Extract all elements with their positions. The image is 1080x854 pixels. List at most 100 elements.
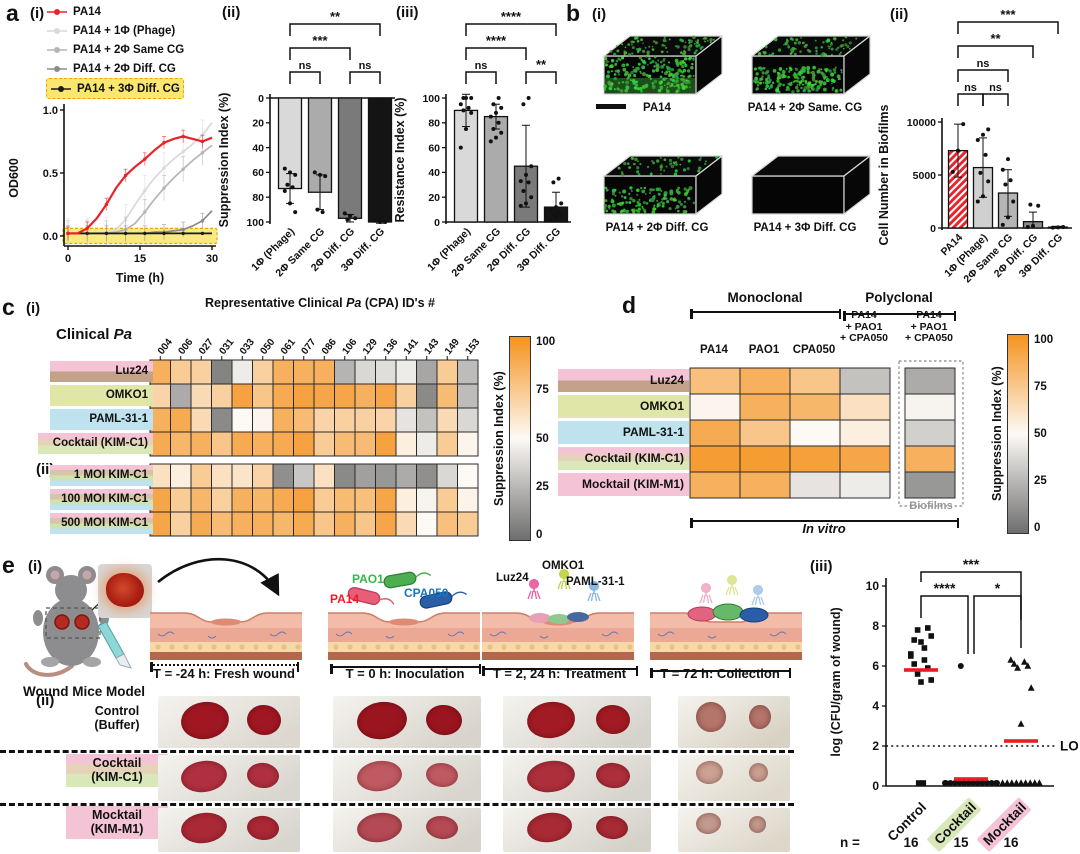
wound-cfu-scatter-chart: 0246810LODControl16Cocktail15Mocktail16*… <box>826 556 1078 854</box>
svg-text:0.0: 0.0 <box>43 231 58 243</box>
colorbar-tick: 25 <box>1034 475 1047 487</box>
row-label-line2: (KIM-M1) <box>90 822 144 837</box>
wound-photo-r2c2 <box>333 755 481 801</box>
colorbar-tick: 0 <box>1034 522 1041 534</box>
clinical-heatmap-canvas: 004 006 027 031 033 050 061 077 086 106 129 136 141 1… <box>60 312 500 542</box>
legend-marker-glyph <box>47 8 67 15</box>
legend-label: PA14 + 2Φ Same CG <box>73 43 185 56</box>
svg-text:Time (h): Time (h) <box>116 271 164 285</box>
biofilm-label: PA14 + 3Φ Diff. CG <box>753 222 857 234</box>
colorbar-tick: 50 <box>1034 428 1047 440</box>
bacteria-label-pa14: PA14 <box>330 592 360 606</box>
phage-label-paml311: PAML-31-1 <box>566 576 625 588</box>
panel-e-iii-label: (iii) <box>810 558 833 575</box>
treatment-row-label-cocktail: Cocktail (KIM-C1) <box>66 754 168 787</box>
svg-text:80: 80 <box>252 192 264 204</box>
polyclonal-header: Polyclonal <box>865 290 933 305</box>
legend-marker-icon <box>50 84 72 94</box>
svg-text:5000: 5000 <box>913 170 937 182</box>
clinical-pa-label: Clinical Pa <box>40 326 148 343</box>
svg-text:**: ** <box>990 31 1001 46</box>
svg-text:log (CFU/gram of wound): log (CFU/gram of wound) <box>829 607 843 756</box>
legend-item: PA14 <box>46 2 184 21</box>
wound-photo-r1c2 <box>333 696 481 748</box>
svg-text:LOD: LOD <box>1060 739 1078 754</box>
svg-text:16: 16 <box>1003 835 1019 850</box>
svg-text:****: **** <box>934 580 956 596</box>
svg-text:149: 149 <box>443 337 462 357</box>
wound-mark <box>178 699 232 743</box>
svg-text:40: 40 <box>252 142 264 154</box>
svg-text:ns: ns <box>964 82 977 94</box>
svg-text:10: 10 <box>866 579 880 593</box>
legend-marker-glyph <box>47 27 67 34</box>
svg-text:ns: ns <box>359 60 372 72</box>
wound-cfu-plot: 0246810LODControl16Cocktail15Mocktail16*… <box>829 556 1078 852</box>
col-header-cpa050: CPA050 <box>792 344 836 356</box>
wound-mark <box>424 703 464 738</box>
skin-illustration-inoculation <box>328 556 480 661</box>
timeline-segment-2 <box>330 663 481 674</box>
svg-text:050: 050 <box>258 337 277 357</box>
wound-blob <box>106 573 144 607</box>
heatmap-title-italic: Pa <box>346 296 362 310</box>
wound-mark <box>694 758 725 786</box>
biofilm-cells-chart: 0 5000 10000 PA14 1Φ (Phage) 2Φ Same CG 2Φ Dif… <box>876 10 1076 294</box>
legend-item-highlighted: PA14 + 3Φ Diff. CG <box>46 78 185 99</box>
legend-label: PA14 + 3Φ Diff. CG <box>77 82 180 95</box>
wound-photo-r1c1 <box>158 696 300 748</box>
growth-legend: PA14 PA14 + 1Φ (Phage) PA14 + 2Φ Same CG… <box>46 2 185 99</box>
legend-label: PA14 + 2Φ Diff. CG <box>73 62 176 75</box>
svg-text:Resistance Index (%): Resistance Index (%) <box>393 97 407 222</box>
panel-e-ii-label: (ii) <box>36 692 55 709</box>
biofilm-image-2phi-same <box>734 20 876 100</box>
host-range-heatmap <box>689 360 964 507</box>
timeline-segment-3 <box>482 665 638 676</box>
svg-text:100: 100 <box>422 93 440 105</box>
svg-text:**: ** <box>330 10 341 24</box>
svg-text:1.0: 1.0 <box>43 105 58 117</box>
phage-label-luz24: Luz24 <box>496 572 529 584</box>
legend-marker-glyph <box>51 85 71 92</box>
skin-section <box>150 612 302 660</box>
panel-d-letter: d <box>622 292 637 318</box>
colorbar-ticks: 100 75 50 25 0 <box>531 336 555 541</box>
skin-section <box>650 575 802 660</box>
colorbar-ticks: 100 75 50 25 0 <box>1029 334 1053 534</box>
panel-a-iii-label: (iii) <box>396 4 419 21</box>
legend-marker-icon <box>46 7 68 17</box>
row-label-line1: Control <box>94 704 140 718</box>
svg-text:16: 16 <box>903 835 919 850</box>
wound-photo-r3c1 <box>158 808 300 852</box>
legend-item: PA14 + 2Φ Diff. CG <box>46 59 184 78</box>
row-label-1moi: 1 MOI KIM-C1 <box>50 465 153 486</box>
legend-label: PA14 <box>73 5 101 18</box>
biofilm-image-pa14 <box>586 20 728 100</box>
row-label-cocktail: Cocktail (KIM-C1) <box>38 433 153 454</box>
wound-photo-r2c3 <box>503 755 651 801</box>
svg-text:60: 60 <box>428 142 440 154</box>
svg-text:****: **** <box>486 33 507 48</box>
in-vitro-label: In vitro <box>802 521 846 536</box>
legend-marker-icon <box>46 26 68 36</box>
col-header-pao1: PAO1 <box>748 344 780 356</box>
svg-text:031: 031 <box>217 337 236 357</box>
svg-text:15: 15 <box>134 253 146 265</box>
panel-b-ii-label: (ii) <box>890 6 909 23</box>
wound-mark <box>747 704 772 731</box>
panel-c-i-label: (i) <box>26 300 41 317</box>
row-separator <box>0 803 794 806</box>
svg-text:141: 141 <box>402 337 421 357</box>
colorbar-tick: 75 <box>536 384 549 397</box>
curved-arrow-icon <box>150 552 292 606</box>
row-label-omko1: OMKO1 <box>50 385 153 406</box>
row-label-line1: Mocktail <box>91 808 142 822</box>
colorbar-suppression-d: Suppression Index (%) 100 75 50 25 0 <box>990 334 1053 534</box>
wound-mark <box>354 757 404 794</box>
svg-text:10000: 10000 <box>907 117 936 129</box>
skin-illustration-fresh-wound <box>150 556 302 661</box>
col-header-polyclonal-biofilm: PA14 + PAO1 + CPA050 <box>905 309 953 345</box>
wound-photo-r3c2 <box>333 808 481 852</box>
svg-text:60: 60 <box>252 167 264 179</box>
